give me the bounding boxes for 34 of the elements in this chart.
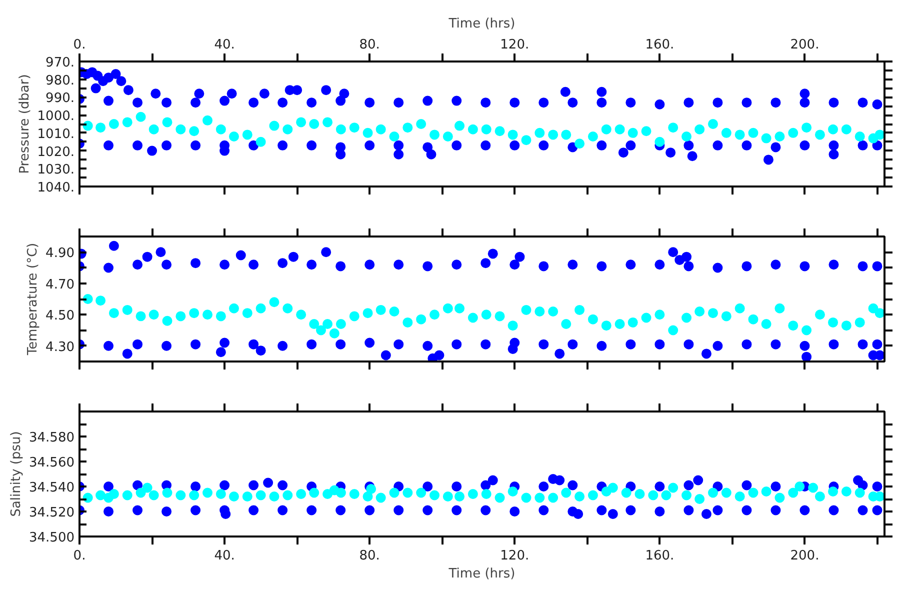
x-tick-label: 160. [645, 548, 674, 564]
y-axis-title: Salinity (psu) [9, 431, 24, 517]
y-tick-label: 1010. [37, 126, 74, 142]
y-tick-label: 990. [46, 91, 75, 106]
x2-tick-label: 160. [645, 38, 674, 52]
y-tick-label: 1000. [37, 109, 74, 124]
x-tick-label: 0. [73, 548, 86, 564]
y-tick-label: 34.500 [29, 530, 75, 546]
y-tick-label: 34.540 [29, 480, 75, 496]
x2-tick-label: 40. [214, 38, 235, 52]
x-tick-label: 120. [500, 548, 530, 564]
x-tick-label: 80. [359, 548, 380, 564]
y-tick-label: 4.30 [46, 340, 75, 355]
y-tick-label: 34.560 [29, 456, 75, 470]
y-tick-label: 1020. [37, 144, 74, 160]
y-tick-label: 4.90 [46, 246, 75, 262]
x2-axis-title: Time (hrs) [448, 16, 516, 32]
y-tick-label: 34.580 [29, 430, 75, 446]
y-axis-title: Temperature (°C) [26, 242, 41, 356]
x-axis-title: Time (hrs) [448, 566, 516, 582]
y-tick-label: 1030. [37, 162, 74, 178]
x2-tick-label: 80. [359, 38, 380, 52]
x2-tick-label: 120. [500, 38, 530, 52]
y-axis-title: Pressure (dbar) [17, 74, 32, 174]
y-tick-label: 1040. [37, 180, 74, 196]
y-tick-label: 34.520 [29, 506, 75, 520]
x-tick-label: 40. [214, 548, 235, 564]
x-tick-label: 200. [790, 548, 820, 564]
y-tick-label: 980. [46, 73, 75, 88]
x2-tick-label: 0. [73, 38, 86, 52]
y-tick-label: 4.70 [46, 277, 75, 292]
x2-tick-label: 200. [790, 38, 820, 52]
y-tick-label: 4.50 [46, 308, 75, 324]
y-tick-label: 970. [46, 56, 75, 70]
